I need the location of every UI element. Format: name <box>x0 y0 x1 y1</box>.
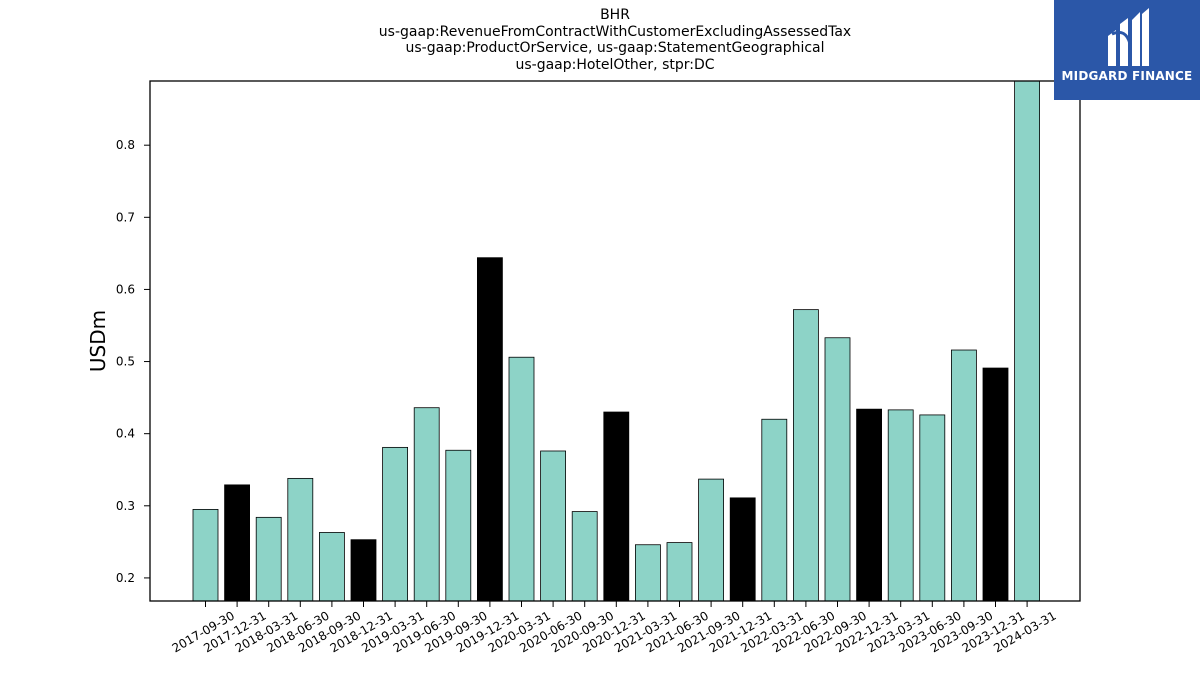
bar-2019-03-31 <box>382 446 409 602</box>
bar-2018-03-31 <box>255 516 282 602</box>
bar-2021-09-30 <box>698 478 724 602</box>
bar-2018-12-31 <box>350 539 377 602</box>
midgard-finance-logo: MIDGARD FINANCE <box>1054 0 1200 100</box>
bar-2021-12-31 <box>729 497 756 602</box>
y-tick-label: 0.6 <box>116 282 135 296</box>
bar-2017-09-30 <box>192 508 219 602</box>
bar-2017-12-31 <box>224 484 251 602</box>
bar-2018-06-30 <box>287 477 314 602</box>
y-tick-label: 0.5 <box>116 355 135 369</box>
y-tick-label: 0.3 <box>116 499 135 513</box>
bar-2024-03-31 <box>1014 80 1040 602</box>
bar-2019-09-30 <box>445 449 472 602</box>
chart-title-line-4: us-gaap:HotelOther, stpr:DC <box>515 57 715 73</box>
y-axis: 0.2 0.3 0.4 0.5 0.6 0.7 0.8 <box>116 138 150 585</box>
bar-2019-06-30 <box>413 407 440 602</box>
bar-2023-03-31 <box>887 409 914 602</box>
bar-2020-03-31 <box>508 356 535 602</box>
chart-title-line-3: us-gaap:ProductOrService, us-gaap:Statem… <box>405 40 825 56</box>
bar-2023-09-30 <box>951 349 977 602</box>
x-axis: 2017-09-302017-12-312018-03-312018-06-30… <box>170 601 1059 655</box>
bar-2022-06-30 <box>793 309 819 602</box>
bar-2021-03-31 <box>635 544 661 602</box>
chart-title-line-2: us-gaap:RevenueFromContractWithCustomerE… <box>378 24 852 40</box>
plot-frame <box>149 80 1081 602</box>
bar-2022-03-31 <box>761 418 788 602</box>
bar-2020-06-30 <box>540 450 566 602</box>
y-axis-label: USDm <box>86 310 110 372</box>
bars-group <box>192 80 1040 602</box>
y-tick-label: 0.2 <box>116 571 135 585</box>
bar-2021-06-30 <box>666 542 693 602</box>
bar-2023-12-31 <box>982 367 1009 602</box>
bar-2023-06-30 <box>919 414 946 602</box>
y-tick-label: 0.7 <box>116 210 135 224</box>
y-tick-label: 0.4 <box>116 427 135 441</box>
bar-2022-12-31 <box>856 408 882 602</box>
bar-2019-12-31 <box>476 257 503 602</box>
chart-title-line-1: BHR <box>600 7 630 23</box>
logo-text: MIDGARD FINANCE <box>1061 69 1193 83</box>
bar-2018-09-30 <box>318 532 345 602</box>
y-tick-label: 0.8 <box>116 138 135 152</box>
bar-2020-12-31 <box>603 411 630 602</box>
midgard-logo-icon <box>1108 8 1149 66</box>
bar-2022-09-30 <box>824 337 851 602</box>
bar-2020-09-30 <box>571 511 598 602</box>
